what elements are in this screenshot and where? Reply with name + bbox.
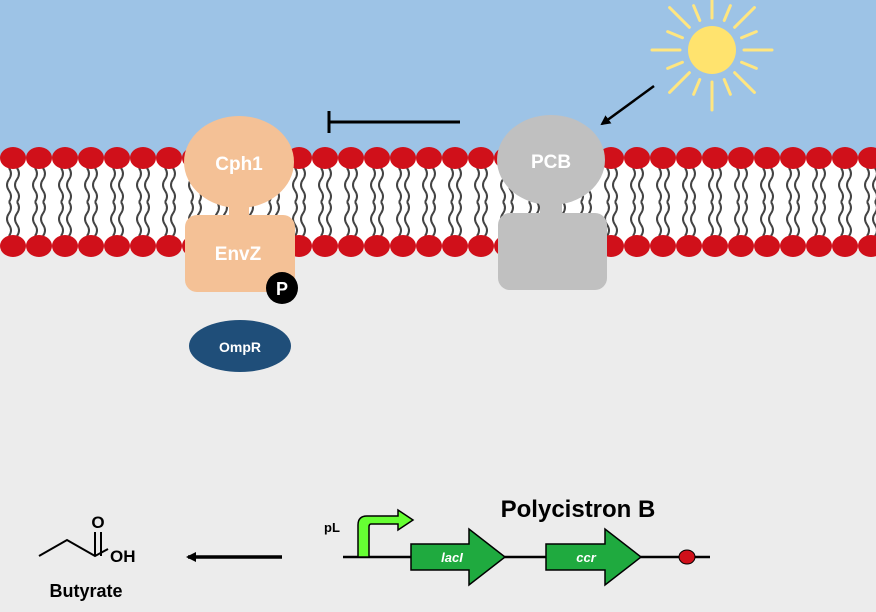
- gene-laci: [410, 527, 507, 587]
- gene-laci-label: lacI: [441, 550, 463, 565]
- pcb-label: PCB: [531, 152, 571, 173]
- envz-label: EnvZ: [215, 244, 262, 265]
- pcb-domain: [497, 115, 605, 205]
- phosphate-label: P: [276, 279, 288, 299]
- sun-icon: [650, 0, 774, 112]
- gene-ccr-label: ccr: [576, 550, 596, 565]
- butyrate-oh-label: OH: [110, 547, 136, 566]
- cph1-envz-complex: Cph1 EnvZ P: [184, 116, 298, 304]
- butyrate-name: Butyrate: [49, 581, 122, 601]
- extracellular-space: [0, 0, 876, 165]
- promoter-arrow: [357, 508, 415, 558]
- ompr-label: OmpR: [219, 339, 261, 355]
- light-arrow: [600, 84, 655, 126]
- cph1-domain: [184, 116, 294, 208]
- terminator-icon: [678, 549, 696, 565]
- gene-ccr: [545, 527, 643, 587]
- pcb-complex: PCB: [497, 115, 607, 290]
- butyrate-o-label: O: [91, 513, 104, 532]
- pcb-lower-domain: [498, 213, 607, 290]
- butyrate-structure: [38, 532, 109, 558]
- envz-domain: [185, 215, 295, 292]
- ompr-protein: OmpR: [189, 320, 291, 372]
- phosphate-badge: [266, 272, 298, 304]
- lipid-bilayer: [0, 147, 876, 257]
- promoter-label: pL: [324, 520, 340, 535]
- inhibition-arrow: [327, 111, 460, 133]
- polycistron-title: Polycistron B: [501, 496, 656, 523]
- cph1-label: Cph1: [215, 154, 263, 175]
